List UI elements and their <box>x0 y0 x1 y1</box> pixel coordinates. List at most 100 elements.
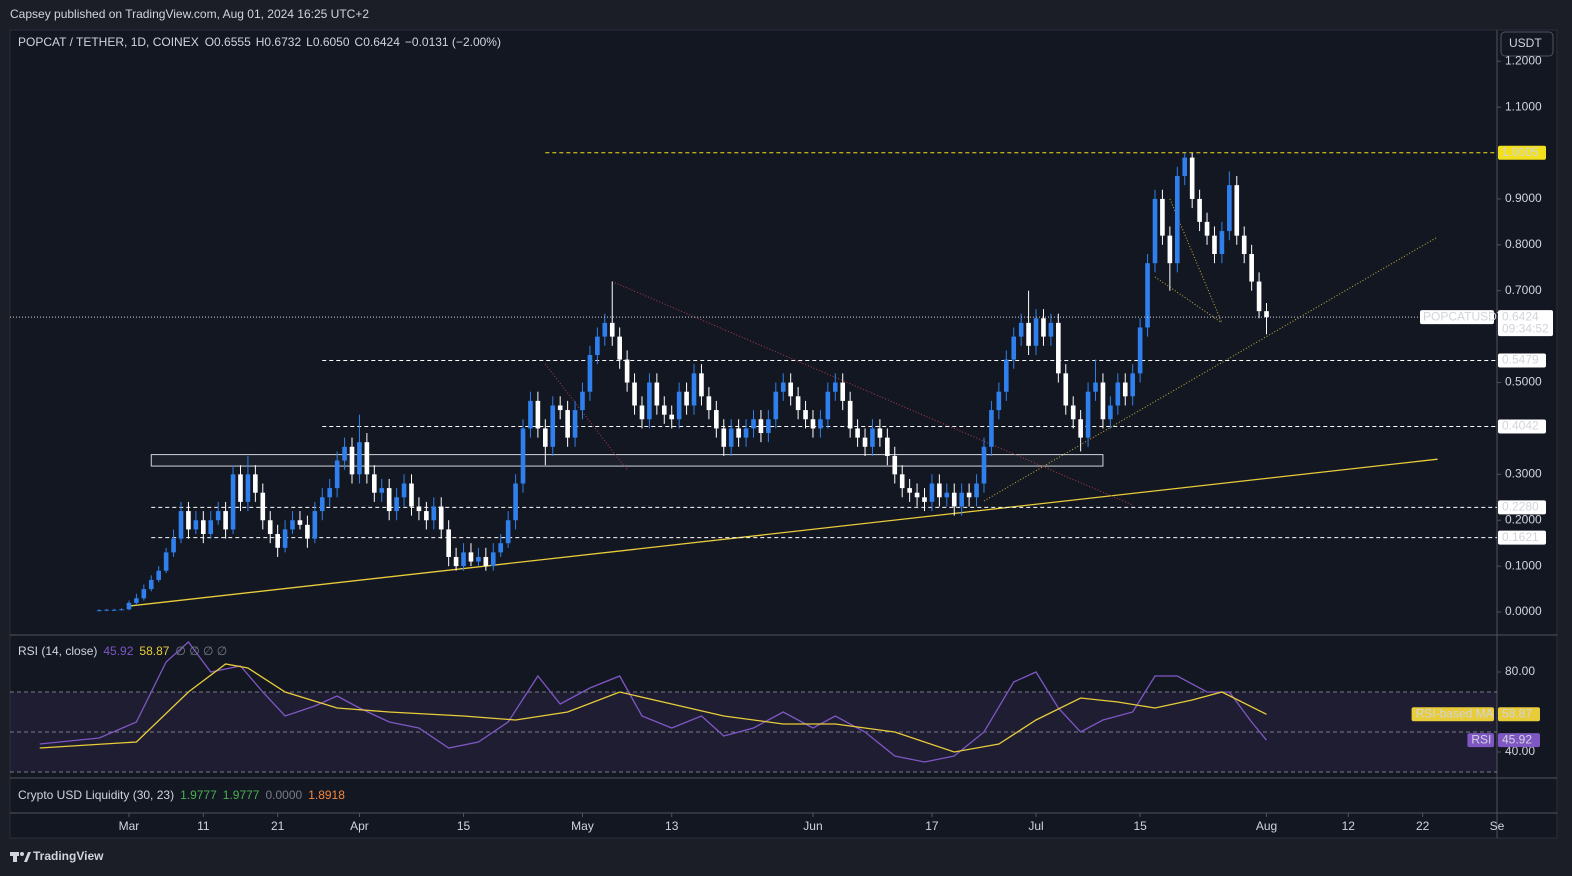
candle-body <box>788 382 793 397</box>
x-tick-label: Jul <box>1028 819 1043 833</box>
symbol: POPCAT / TETHER, 1D, COINEX <box>18 35 199 49</box>
ohlc-value: 0.6732 <box>264 35 301 49</box>
candle-body <box>528 400 533 429</box>
ohlc-value: 0.6050 <box>313 35 350 49</box>
candle-body <box>104 609 109 611</box>
candle-body <box>1234 185 1240 236</box>
liquidity-value: 1.8918 <box>308 788 345 802</box>
candle-body <box>728 428 734 447</box>
countdown-label: 09:34:52 <box>1502 321 1549 335</box>
candle-body <box>201 520 206 535</box>
candle-body <box>364 442 370 475</box>
candle-body <box>654 382 660 406</box>
currency-button[interactable] <box>1500 31 1554 57</box>
candle-body <box>1167 235 1173 264</box>
series-name-tag <box>1467 733 1494 748</box>
candle-body <box>1264 311 1269 318</box>
x-tick-label: Mar <box>119 819 140 833</box>
candle-body <box>974 483 979 498</box>
candle-body <box>253 474 258 493</box>
rsi-legend-value: 58.87 <box>139 644 169 658</box>
candle-body <box>1160 198 1165 236</box>
y-tick-label: 0.1000 <box>1505 558 1542 572</box>
candle-body <box>899 474 905 489</box>
x-tick-label: 21 <box>271 819 285 833</box>
candle-body <box>1219 231 1225 255</box>
candle-body <box>937 483 942 498</box>
candle-body <box>1130 373 1135 397</box>
candle-body <box>795 396 801 411</box>
candle-body <box>535 400 541 429</box>
candle-body <box>290 520 295 530</box>
candle-body <box>699 373 704 397</box>
candle-body <box>743 428 749 438</box>
ohlc-value: 0.6424 <box>363 35 400 49</box>
candle-body <box>431 506 437 521</box>
candle-body <box>163 552 169 571</box>
candle-body <box>297 520 303 525</box>
candle-body <box>386 488 392 512</box>
candle-body <box>1093 382 1098 392</box>
candle-body <box>818 419 823 429</box>
candle-body <box>1003 359 1009 392</box>
publisher-line: Capsey published on TradingView.com, Aug… <box>10 7 369 21</box>
candle-body <box>505 520 511 544</box>
price-name-tag <box>1420 310 1494 325</box>
candle-body <box>669 414 675 420</box>
rsi-title: RSI (14, close) <box>18 644 97 658</box>
candle-body <box>119 609 124 611</box>
candle-body <box>557 405 563 411</box>
candle-body <box>342 446 347 461</box>
y-tick-label: 0.9000 <box>1505 191 1542 205</box>
candle-body <box>706 396 712 411</box>
y-tick-label: 0.7000 <box>1505 283 1542 297</box>
candle-body <box>334 460 340 489</box>
candle-body <box>1212 235 1217 255</box>
candle-body <box>1078 419 1083 438</box>
rsi-legend-value: 45.92 <box>103 644 133 658</box>
level-tag <box>1498 530 1546 545</box>
candle-body <box>513 483 518 521</box>
y-tick-label: 0.2000 <box>1505 512 1542 526</box>
series-name-label: RSI-based MA <box>1416 706 1494 720</box>
trendline <box>128 458 1438 607</box>
rsi-line <box>39 663 1267 753</box>
x-tick-label: 15 <box>457 819 471 833</box>
candle-body <box>245 474 251 502</box>
liquidity-title: Crypto USD Liquidity (30, 23) <box>18 788 174 802</box>
candle-body <box>1100 382 1106 420</box>
series-name-label: RSI <box>1471 732 1491 746</box>
candle-body <box>1145 263 1150 328</box>
candle-body <box>134 598 139 603</box>
x-tick-label: 17 <box>925 819 939 833</box>
x-tick-label: 15 <box>1133 819 1147 833</box>
candle-body <box>609 322 615 337</box>
candle-body <box>736 428 741 438</box>
candle-body <box>543 428 548 447</box>
ohlc-value: 0.6555 <box>214 35 251 49</box>
candle-body <box>1241 235 1247 255</box>
candle-body <box>922 497 927 502</box>
ohlc-key: O <box>205 35 214 49</box>
candle-body <box>691 373 697 406</box>
candle-body <box>602 322 608 337</box>
candle-body <box>260 492 266 521</box>
candle-body <box>587 354 593 392</box>
series-value-tag <box>1498 733 1540 748</box>
candle-body <box>862 437 868 447</box>
level-tag-label: 0.1621 <box>1502 530 1539 544</box>
candle-body <box>468 552 474 562</box>
level-tag <box>1498 145 1546 160</box>
candle-body <box>877 428 883 438</box>
currency-button-label[interactable]: USDT <box>1509 36 1542 50</box>
candle-body <box>595 336 600 355</box>
candle-body <box>1018 322 1024 337</box>
brand-logo <box>10 852 31 862</box>
x-tick-label: 11 <box>197 819 210 833</box>
candle-body <box>357 442 362 475</box>
chart-background <box>9 29 1558 839</box>
candle-body <box>409 483 414 507</box>
candle-body <box>1048 322 1054 337</box>
candle-body <box>676 391 682 420</box>
